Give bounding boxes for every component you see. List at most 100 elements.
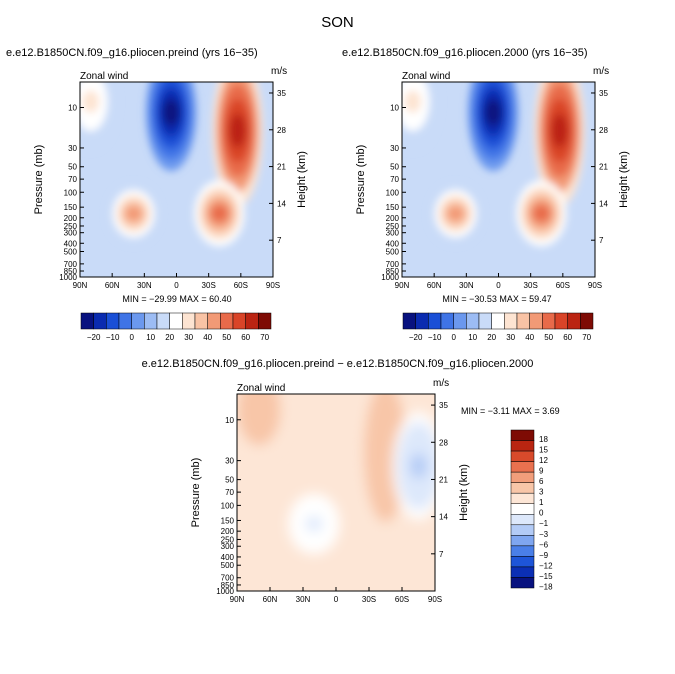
panel1-colorbar-tick-6: 40 bbox=[203, 333, 212, 342]
panel1-colorbar-box-4 bbox=[131, 312, 145, 330]
panel3-colorbar-box-4 bbox=[510, 471, 535, 483]
panel3-xtick-4: 30S bbox=[362, 595, 376, 604]
panel3-ylabel: Pressure (mb) bbox=[190, 458, 202, 528]
panel1-y2tick-3: 14 bbox=[277, 199, 286, 208]
panel1-colorbar-box-5 bbox=[144, 312, 158, 330]
panel2-colorbar-tick-2: 0 bbox=[451, 333, 456, 342]
panel3-features bbox=[237, 394, 435, 555]
panel2-colorbar-tick-8: 60 bbox=[563, 333, 572, 342]
panel1-xtick-6: 90S bbox=[266, 281, 280, 290]
panel1-ylabel: Pressure (mb) bbox=[33, 145, 45, 215]
panel2-y2label: Height (km) bbox=[618, 151, 630, 208]
panel3-colorbar-tick-8: −1 bbox=[539, 519, 549, 528]
panel1-colorbar-box-1 bbox=[93, 312, 107, 330]
panel2-colorbar-box-13 bbox=[567, 312, 581, 330]
panel1-colorbar-tick-8: 60 bbox=[241, 333, 250, 342]
panel3-xtick-1: 60N bbox=[263, 595, 278, 604]
panel1-colorbar-box-8 bbox=[182, 312, 196, 330]
panel3-ytick-7: 250 bbox=[221, 535, 235, 544]
panel3-colorbar-box-13 bbox=[510, 566, 535, 578]
panel3-ytick-4: 100 bbox=[221, 501, 235, 510]
panel3-colorbar-tick-4: 6 bbox=[539, 477, 544, 486]
panel3-ytick-9: 400 bbox=[221, 553, 235, 562]
panel2-feature-1-level-4 bbox=[533, 205, 550, 222]
panel3-colorbar-tick-12: −12 bbox=[539, 561, 553, 570]
panel2-ytick-13: 1000 bbox=[381, 273, 399, 282]
panel1-colorbar-box-10 bbox=[207, 312, 221, 330]
panel1-y2tick-2: 21 bbox=[277, 163, 286, 172]
panel2-ytick-1: 30 bbox=[390, 144, 399, 153]
panel1-colorbar-box-9 bbox=[194, 312, 208, 330]
panel3-y2label: Height (km) bbox=[458, 464, 470, 521]
panel2-ytick-8: 300 bbox=[386, 229, 400, 238]
panel3-y2tick-2: 21 bbox=[439, 475, 448, 484]
panel1-colorbar-tick-0: −20 bbox=[87, 333, 101, 342]
panel1-features bbox=[80, 82, 263, 247]
panel1-colorbar-box-12 bbox=[232, 312, 246, 330]
panel1-y2label: Height (km) bbox=[296, 151, 308, 208]
panel1-colorbar-box-6 bbox=[156, 312, 170, 330]
panel3-ytick-12: 850 bbox=[221, 581, 235, 590]
panel3-ytick-3: 70 bbox=[225, 488, 234, 497]
panel2-ytick-3: 70 bbox=[390, 175, 399, 184]
panel2-y2tick-4: 7 bbox=[599, 236, 604, 245]
panel3-title: e.e12.B1850CN.f09_g16.pliocen.preind − e… bbox=[141, 358, 534, 370]
panel2-xtick-0: 90N bbox=[395, 281, 410, 290]
panel3-xtick-3: 0 bbox=[334, 595, 339, 604]
panel3-xtick-5: 60S bbox=[395, 595, 409, 604]
panel1-ytick-1: 30 bbox=[68, 144, 77, 153]
panel2-feature-4-level-4 bbox=[484, 99, 502, 126]
panel2-xtick-3: 0 bbox=[496, 281, 501, 290]
panel1-colorbar-tick-4: 20 bbox=[165, 333, 174, 342]
panel1-ytick-13: 1000 bbox=[59, 273, 77, 282]
panel3-ytick-1: 30 bbox=[225, 457, 234, 466]
panel1-ytick-2: 50 bbox=[68, 163, 77, 172]
panel1-ytick-3: 70 bbox=[68, 175, 77, 184]
panel3-colorbar-tick-0: 18 bbox=[539, 435, 548, 444]
panel3-colorbar-box-5 bbox=[510, 482, 535, 494]
panel3-colorbar-box-2 bbox=[510, 450, 535, 462]
panel1-colorbar-tick-1: −10 bbox=[106, 333, 120, 342]
panel1-feature-1-level-4 bbox=[211, 205, 228, 222]
panel3-xtick-0: 90N bbox=[230, 595, 245, 604]
panel3-y2tick-3: 14 bbox=[439, 513, 448, 522]
panel1-left-label: Zonal wind bbox=[80, 71, 128, 82]
panel3-ytick-8: 300 bbox=[221, 542, 235, 551]
panel1-colorbar-box-2 bbox=[106, 312, 120, 330]
panel2-ytick-11: 700 bbox=[386, 260, 400, 269]
panel1-xtick-0: 90N bbox=[73, 281, 88, 290]
panel3-colorbar-tick-2: 12 bbox=[539, 456, 548, 465]
panel1-colorbar-box-13 bbox=[245, 312, 259, 330]
panel3-colorbar-tick-11: −9 bbox=[539, 551, 549, 560]
panel1-ytick-9: 400 bbox=[64, 239, 78, 248]
panel3-ytick-10: 500 bbox=[221, 561, 235, 570]
panel3-colorbar-box-14 bbox=[510, 577, 535, 589]
panel1-colorbar-tick-9: 70 bbox=[260, 333, 269, 342]
panel2-field bbox=[402, 82, 595, 277]
panel2-colorbar-box-7 bbox=[491, 312, 505, 330]
panel3-colorbar-box-6 bbox=[510, 492, 535, 504]
panel2-colorbar-box-14 bbox=[580, 312, 594, 330]
panel3-field bbox=[237, 394, 435, 591]
panel1-feature-4-level-4 bbox=[162, 99, 180, 126]
panel3-feature-3-level-4 bbox=[305, 516, 323, 532]
panel2-colorbar-box-0 bbox=[402, 312, 416, 330]
panel3-colorbar-tick-10: −6 bbox=[539, 540, 549, 549]
panel3-left-label: Zonal wind bbox=[237, 383, 285, 394]
panel3-feature-2-level-4 bbox=[410, 453, 427, 479]
panel2-ytick-2: 50 bbox=[390, 163, 399, 172]
panel1-ytick-4: 100 bbox=[64, 188, 78, 197]
panel1-right-label: m/s bbox=[271, 66, 287, 77]
panel2-ytick-0: 10 bbox=[390, 104, 399, 113]
panel3-minmax: MIN = −3.11 MAX = 3.69 bbox=[461, 406, 560, 416]
panel2-ytick-9: 400 bbox=[386, 239, 400, 248]
panel3-colorbar-box-12 bbox=[510, 556, 535, 568]
panel1-title: e.e12.B1850CN.f09_g16.pliocen.preind (yr… bbox=[6, 47, 258, 59]
panel2-xtick-2: 30N bbox=[459, 281, 474, 290]
panel2-ytick-6: 200 bbox=[386, 214, 400, 223]
panel3-colorbar-tick-1: 15 bbox=[539, 445, 548, 454]
panel3-colorbar-tick-5: 3 bbox=[539, 488, 544, 497]
panel1-xtick-4: 30S bbox=[202, 281, 216, 290]
panel1-xtick-5: 60S bbox=[234, 281, 248, 290]
panel3-xtick-2: 30N bbox=[296, 595, 311, 604]
